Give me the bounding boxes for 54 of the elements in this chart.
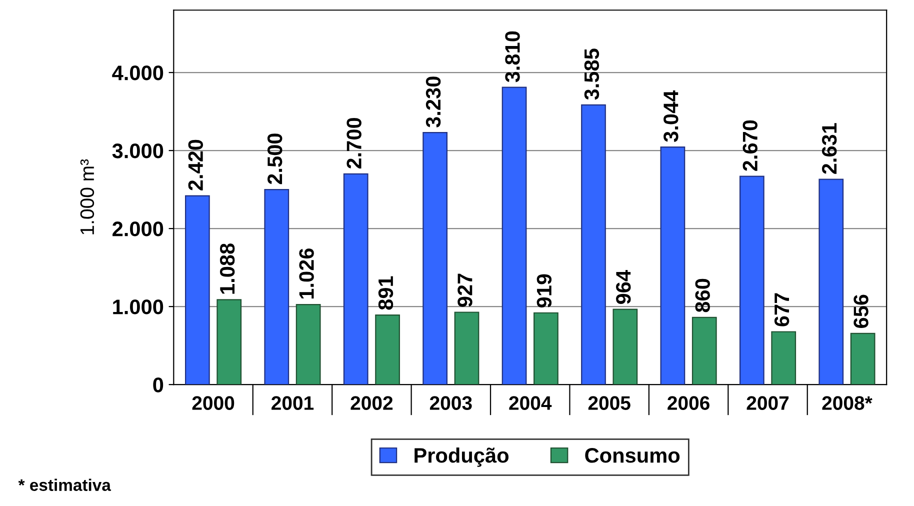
bar — [612, 308, 638, 385]
bar — [502, 86, 527, 385]
x-tick-label: 2003 — [430, 396, 472, 410]
bar — [184, 195, 210, 385]
text: * estimativa — [18, 478, 112, 491]
bar — [739, 176, 764, 385]
bar — [534, 312, 558, 385]
bar — [375, 314, 400, 385]
data-label: 3.585 — [584, 48, 600, 100]
y-tick-label: 3.000 — [112, 144, 164, 158]
bar — [422, 132, 448, 385]
bar — [850, 332, 876, 385]
data-label: 2.700 — [346, 118, 362, 169]
bar — [264, 188, 290, 385]
x-tick-label: 2007 — [746, 396, 789, 410]
bar — [581, 104, 606, 385]
data-label: 2.631 — [822, 123, 837, 174]
y-tick-label: 1.000 — [113, 300, 164, 314]
data-label: 2.420 — [188, 140, 204, 190]
data-label: 891 — [378, 276, 394, 310]
data-label: 1.026 — [299, 248, 314, 299]
x-tick-label: 2004 — [509, 396, 552, 410]
x-tick-label: 2001 — [272, 396, 314, 410]
x-tick-label: 2008* — [822, 396, 872, 410]
y-tick-label: 2.000 — [112, 222, 164, 236]
bar — [296, 304, 321, 385]
bar — [818, 178, 844, 385]
data-label: 3.230 — [426, 76, 441, 128]
y-axis-title: 1.000 m³ — [80, 159, 94, 234]
legend-label: Produção — [414, 447, 508, 467]
data-label: 1.088 — [220, 244, 235, 294]
data-label: 2.670 — [742, 120, 758, 171]
data-label: 3.044 — [664, 90, 678, 142]
data-label: 3.810 — [505, 31, 520, 82]
data-label: 964 — [616, 270, 631, 304]
y-tick-label: 0 — [153, 378, 164, 392]
bar — [343, 173, 368, 385]
bar — [216, 299, 242, 385]
x-tick-label: 2002 — [350, 396, 393, 410]
bar — [454, 312, 480, 385]
data-label: 919 — [536, 274, 552, 308]
x-tick-label: 2000 — [192, 396, 234, 410]
data-label: 860 — [695, 278, 710, 312]
bar — [771, 331, 796, 385]
x-tick-label: 2006 — [668, 396, 710, 410]
bar — [692, 316, 717, 385]
y-tick-label: 4.000 — [112, 66, 164, 80]
data-label: 927 — [458, 274, 472, 307]
bar — [660, 146, 686, 385]
legend-label: Consumo — [585, 448, 680, 463]
data-label: 677 — [774, 293, 790, 326]
x-tick-label: 2005 — [588, 396, 630, 410]
data-label: 2.500 — [267, 134, 282, 184]
data-label: 656 — [854, 294, 868, 328]
